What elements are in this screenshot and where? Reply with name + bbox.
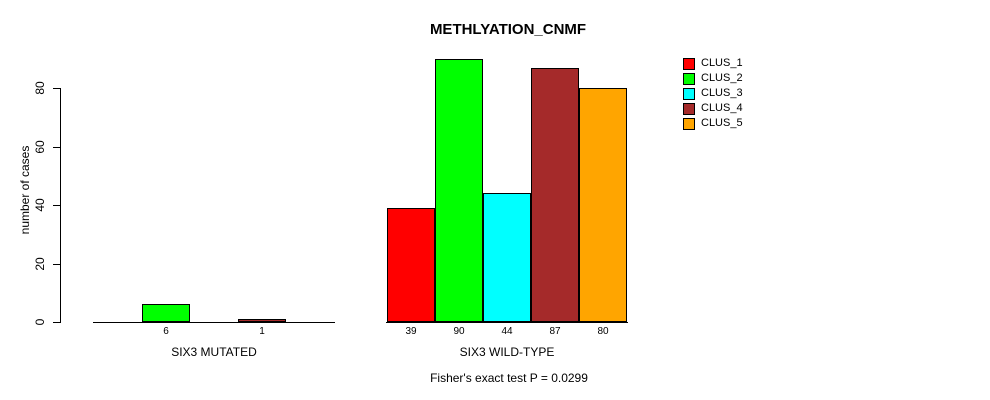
bar-value-label: 87 — [549, 326, 561, 337]
y-tick-label: 80 — [33, 81, 47, 95]
legend-item-CLUS_1: CLUS_1 — [683, 56, 743, 71]
y-tick-mark — [53, 322, 61, 323]
y-tick-label: 20 — [33, 257, 47, 271]
bar-value-label: 1 — [259, 326, 265, 337]
bar-CLUS_5 — [579, 88, 627, 322]
y-axis-label: number of cases — [18, 145, 32, 235]
bar-CLUS_4 — [531, 68, 579, 322]
bar-CLUS_2 — [142, 304, 190, 322]
x-group-label: SIX3 MUTATED — [171, 345, 257, 359]
bar-value-label: 80 — [597, 326, 609, 337]
y-tick-mark — [53, 205, 61, 206]
x-group-label: SIX3 WILD-TYPE — [459, 345, 555, 359]
legend-label: CLUS_5 — [701, 117, 743, 129]
bar-CLUS_4 — [238, 319, 286, 322]
y-tick-mark — [53, 88, 61, 89]
bar-value-label: 6 — [163, 326, 169, 337]
legend-swatch-CLUS_1 — [683, 57, 695, 70]
legend-label: CLUS_4 — [701, 102, 743, 114]
y-tick-label: 60 — [33, 140, 47, 154]
legend-swatch-CLUS_5 — [683, 117, 695, 130]
legend-item-CLUS_3: CLUS_3 — [683, 86, 743, 101]
legend-item-CLUS_4: CLUS_4 — [683, 101, 743, 116]
y-tick-label: 40 — [33, 198, 47, 212]
y-tick-label: 0 — [33, 318, 47, 326]
bar-CLUS_3 — [483, 193, 531, 322]
chart-title: METHLYATION_CNMF — [429, 21, 587, 38]
legend-label: CLUS_1 — [701, 57, 743, 69]
legend-label: CLUS_2 — [701, 72, 743, 84]
legend: CLUS_1 CLUS_2 CLUS_3 CLUS_4 CLUS_5 — [683, 56, 743, 131]
legend-label: CLUS_3 — [701, 87, 743, 99]
bar-value-label: 44 — [501, 326, 513, 337]
bar-CLUS_1 — [387, 208, 435, 322]
legend-swatch-CLUS_4 — [683, 102, 695, 115]
legend-item-CLUS_5: CLUS_5 — [683, 116, 743, 131]
y-tick-mark — [53, 264, 61, 265]
bar-value-label: 39 — [405, 326, 417, 337]
legend-item-CLUS_2: CLUS_2 — [683, 71, 743, 86]
legend-swatch-CLUS_3 — [683, 87, 695, 100]
legend-swatch-CLUS_2 — [683, 72, 695, 85]
fisher-test-annotation: Fisher's exact test P = 0.0299 — [430, 371, 588, 385]
x-axis-baseline — [93, 322, 335, 323]
bar-CLUS_2 — [435, 59, 483, 322]
x-axis-baseline — [386, 322, 628, 323]
bar-value-label: 90 — [453, 326, 465, 337]
y-tick-mark — [53, 147, 61, 148]
